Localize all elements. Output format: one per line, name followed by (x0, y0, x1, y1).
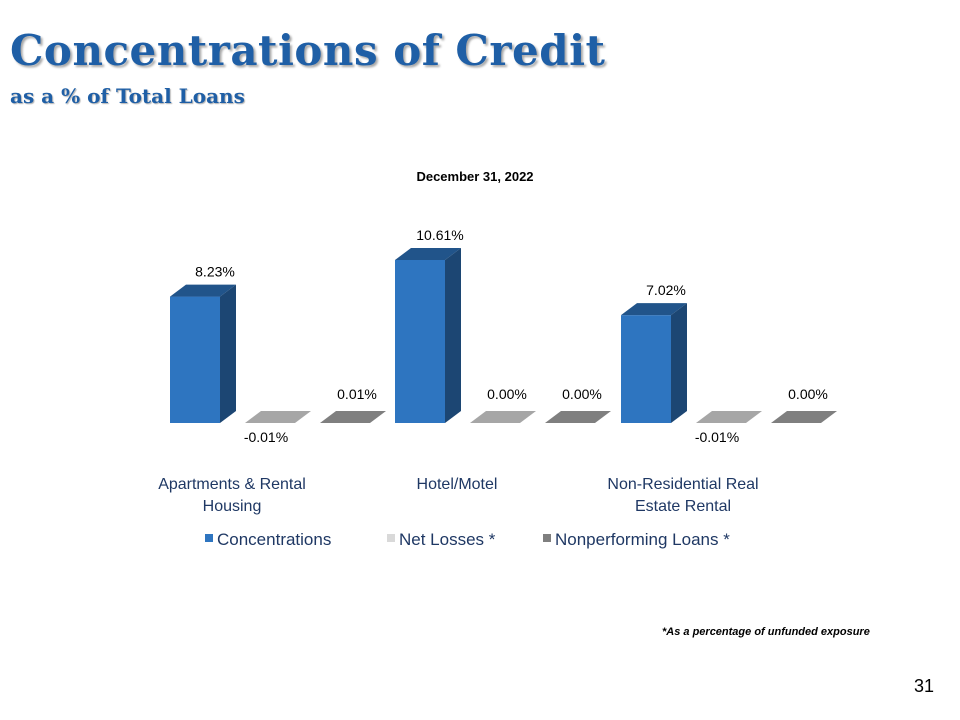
category-label-line: Hotel/Motel (417, 476, 498, 493)
bar-concentrations-2-front (395, 260, 445, 423)
data-label: 8.23% (195, 264, 235, 280)
bar-net-losses-1 (245, 411, 311, 423)
bar-nonperforming-loans-1 (320, 411, 386, 423)
slide-subtitle: as a % of Total Loans (10, 84, 245, 108)
bar-net-losses-3-flat (696, 411, 762, 423)
bar-concentrations-1-front (170, 296, 220, 423)
bar-concentrations-2-side (445, 248, 461, 423)
bar-concentrations-1-side (220, 284, 236, 423)
labels-layer: 8.23% -0.01% 0.01% Apartments & Rental Housi… (158, 227, 828, 515)
chart-title: December 31, 2022 (416, 169, 533, 184)
bar-net-losses-1-flat (245, 411, 311, 423)
page-number: 31 (913, 676, 934, 696)
category-label-line: Estate Rental (635, 498, 731, 515)
legend-label: Net Losses * (399, 530, 496, 549)
data-label: -0.01% (695, 429, 739, 445)
legend-swatch (387, 534, 395, 542)
category-label: Non-Residential Real Estate Rental (607, 476, 758, 515)
footnote: *As a percentage of unfunded exposure (662, 626, 870, 638)
bar-nonperforming-loans-2-flat (545, 411, 611, 423)
data-label: 7.02% (646, 282, 686, 298)
legend-label: Nonperforming Loans * (555, 530, 730, 549)
category-label-line: Housing (203, 498, 262, 515)
bar-concentrations-3-front (621, 315, 671, 423)
bar-concentrations-3-side (671, 303, 687, 423)
slide-title: Concentrations of Credit (10, 26, 606, 75)
bar-concentrations-1-top (170, 284, 236, 297)
data-label: 0.00% (562, 386, 602, 402)
category-label: Apartments & Rental Housing (158, 476, 306, 515)
bar-concentrations-1 (170, 284, 236, 423)
chart-legend: Concentrations Net Losses * Nonperforming … (205, 530, 730, 549)
legend-swatch (205, 534, 213, 542)
bar-net-losses-2 (470, 411, 536, 423)
bar-concentrations-3-top (621, 303, 687, 316)
bar-concentrations-2-top (395, 248, 461, 260)
bar-net-losses-3 (696, 411, 762, 423)
bar-nonperforming-loans-3 (771, 411, 837, 423)
bars-layer (170, 248, 837, 423)
category-label: Hotel/Motel (417, 476, 498, 493)
bar-nonperforming-loans-1-flat (320, 411, 386, 423)
bar-nonperforming-loans-3-flat (771, 411, 837, 423)
legend-label: Concentrations (217, 530, 331, 549)
data-label: -0.01% (244, 429, 288, 445)
category-label-line: Non-Residential Real (607, 476, 758, 493)
bar-concentrations-2 (395, 248, 461, 423)
bar-concentrations-3 (621, 303, 687, 423)
data-label: 0.01% (337, 386, 377, 402)
bar-nonperforming-loans-2 (545, 411, 611, 423)
category-label-line: Apartments & Rental (158, 476, 306, 493)
bar-net-losses-2-flat (470, 411, 536, 423)
data-label: 10.61% (416, 227, 463, 243)
data-label: 0.00% (487, 386, 527, 402)
legend-swatch (543, 534, 551, 542)
data-label: 0.00% (788, 386, 828, 402)
bar-chart: December 31, 2022 8.23% -0.01% 0.01% Apartm… (158, 169, 837, 549)
